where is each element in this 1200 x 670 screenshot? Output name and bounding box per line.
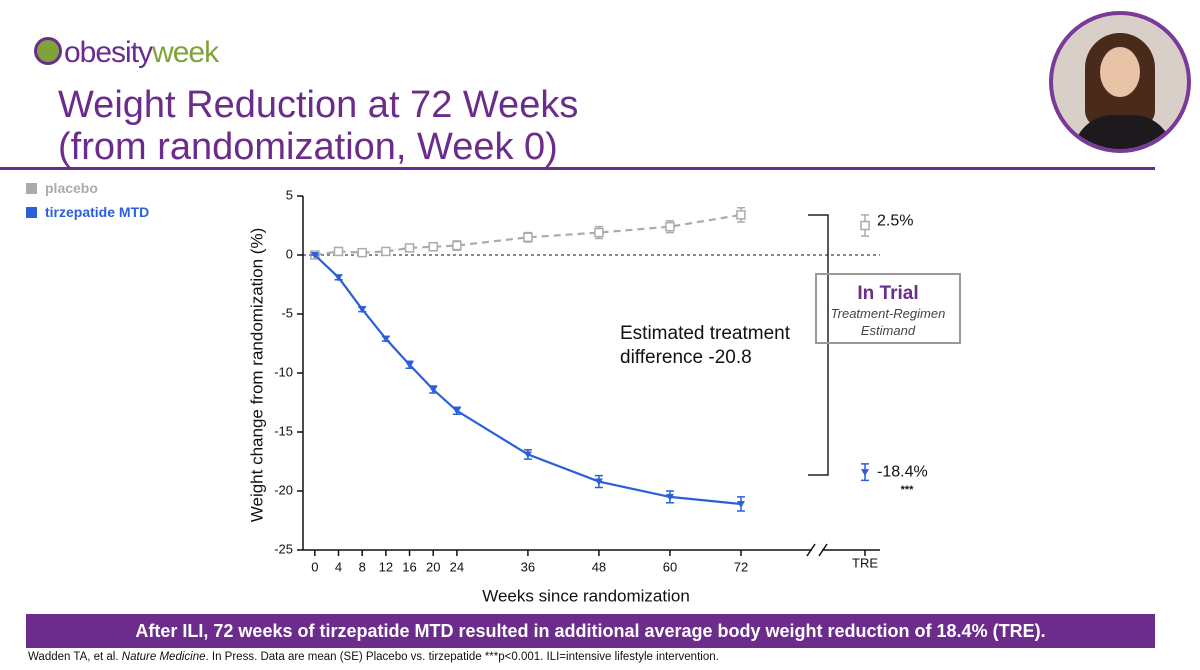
y-tick-label: -5 [281, 305, 293, 320]
estimand-subtitle: Treatment-Regimen Estimand [830, 306, 946, 338]
marker [357, 247, 367, 258]
banner: After ILI, 72 weeks of tirzepatide MTD r… [26, 614, 1155, 648]
marker [523, 232, 533, 243]
x-tick-label: 60 [663, 559, 677, 574]
marker [452, 240, 462, 251]
value-label: -18.4% [877, 463, 928, 480]
title: Weight Reduction at 72 Weeks (from rando… [58, 84, 578, 168]
x-tick-label: 12 [379, 559, 393, 574]
y-axis-label: Weight change from randomization (%) [247, 228, 266, 523]
marker [310, 252, 319, 259]
y-tick-label: -15 [274, 423, 293, 438]
significance: *** [901, 484, 915, 496]
value-label: 2.5% [877, 213, 913, 230]
marker [429, 386, 438, 394]
marker [452, 407, 461, 415]
footnote-text: . In Press. Data are mean (SE) Placebo v… [205, 651, 719, 663]
series-line [314, 254, 742, 506]
estimand-box: In Trial Treatment-Regimen Estimand [815, 273, 961, 344]
marker [405, 361, 414, 369]
logo-icon [34, 37, 62, 65]
y-tick-label: -25 [274, 541, 293, 556]
series-line [314, 213, 742, 257]
marker [523, 451, 532, 459]
legend: placebo tirzepatide MTD [26, 176, 149, 224]
marker [594, 478, 603, 486]
marker [594, 227, 604, 238]
divider [0, 167, 1155, 170]
footnote-text: Wadden TA, et al. [28, 651, 122, 663]
marker [736, 500, 745, 508]
marker [861, 469, 869, 477]
logo-text: week [152, 36, 219, 69]
y-tick-label: -20 [274, 482, 293, 497]
legend-label: tirzepatide MTD [45, 204, 150, 220]
legend-item: placebo [26, 176, 149, 200]
bracket [808, 214, 829, 476]
title-line: (from randomization, Week 0) [58, 126, 558, 168]
marker [736, 210, 746, 220]
y-tick-label: 5 [286, 187, 293, 202]
x-tick-label: 0 [311, 559, 318, 574]
axis-break [818, 543, 828, 557]
title-line: Weight Reduction at 72 Weeks [58, 84, 579, 126]
speaker-photo [1049, 11, 1191, 153]
legend-swatch [26, 182, 37, 194]
marker [358, 306, 367, 314]
marker [428, 241, 438, 252]
estimand-title: In Trial [857, 283, 919, 304]
x-tick-label: 48 [592, 559, 606, 574]
x-tick-label: 72 [734, 559, 748, 574]
marker [665, 493, 674, 501]
annotation: Estimated treatment difference -20.8 [620, 323, 791, 368]
axis-break [806, 543, 816, 557]
marker [333, 246, 344, 257]
footnote: Wadden TA, et al. Nature Medicine. In Pr… [28, 651, 719, 663]
x-axis-label: Weeks since randomization [482, 586, 690, 605]
marker [860, 220, 870, 231]
y-tick-label: -10 [274, 364, 293, 379]
marker [334, 274, 343, 282]
x-tick-label: 4 [335, 559, 342, 574]
x-tick-label: 24 [450, 559, 464, 574]
x-tick-label: 8 [359, 559, 366, 574]
logo-text: obesity [64, 36, 153, 69]
legend-swatch [26, 206, 37, 218]
chart: Weight change from randomization (%) Wee… [247, 187, 928, 605]
footnote-journal: Nature Medicine [121, 651, 206, 663]
logo: obesityweek [34, 36, 219, 70]
x-tick-label: 36 [521, 559, 535, 574]
marker [404, 243, 415, 253]
marker [665, 221, 675, 232]
legend-label: placebo [45, 180, 98, 196]
x-tick-label: TRE [852, 555, 878, 570]
x-tick-label: 16 [402, 559, 416, 574]
marker [381, 335, 390, 343]
marker [381, 246, 391, 257]
legend-item: tirzepatide MTD [26, 200, 149, 224]
x-tick-label: 20 [426, 559, 440, 574]
y-tick-label: 0 [286, 246, 293, 261]
